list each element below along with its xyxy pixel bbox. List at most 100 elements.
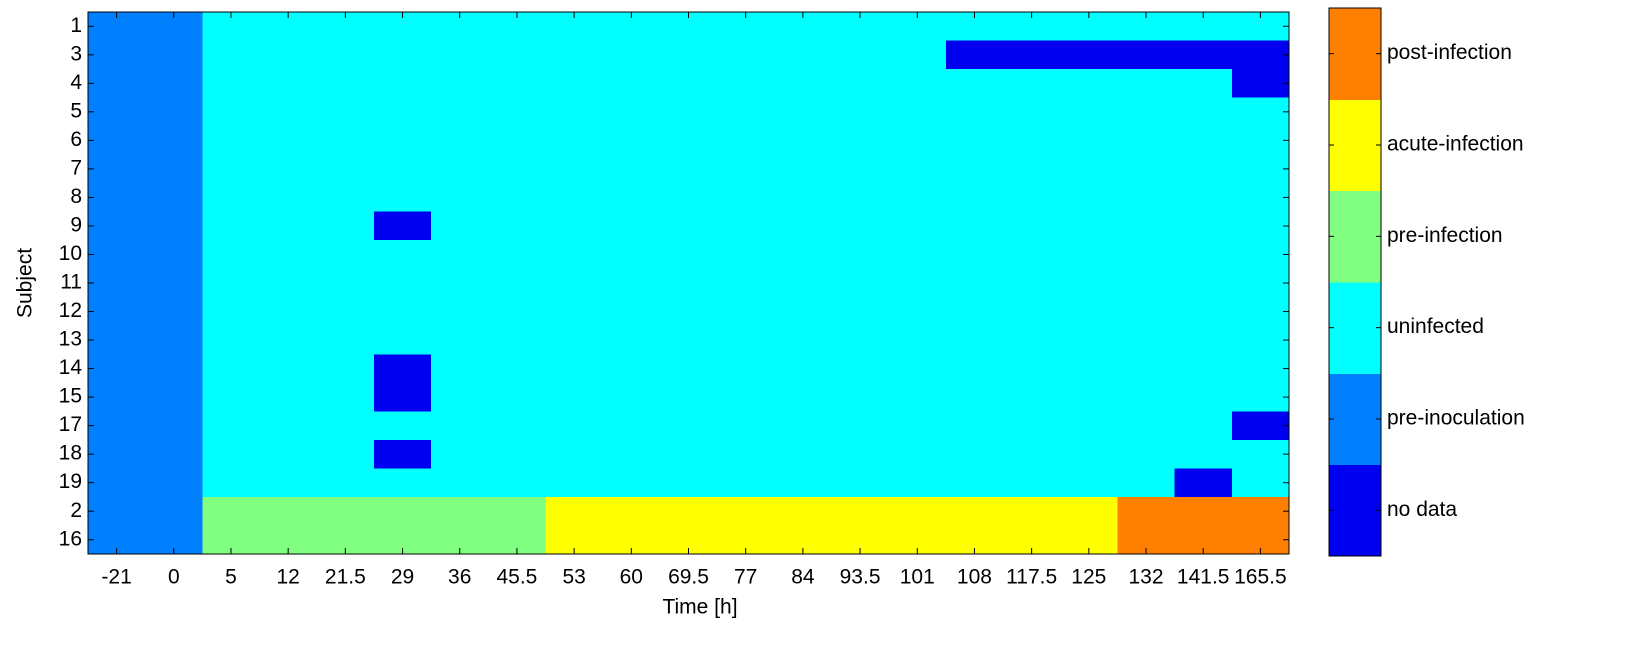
heatmap-cell bbox=[488, 354, 547, 384]
x-tick-label: 60 bbox=[620, 566, 643, 589]
heatmap-cell bbox=[88, 325, 146, 355]
heatmap-cell bbox=[831, 439, 890, 469]
heatmap-cell bbox=[145, 411, 203, 441]
heatmap-cell bbox=[602, 211, 661, 241]
heatmap-cell bbox=[1117, 69, 1176, 99]
heatmap-cell bbox=[259, 439, 318, 469]
heatmap-cell bbox=[488, 325, 547, 355]
heatmap-cell bbox=[545, 325, 604, 355]
heatmap-cell bbox=[1060, 69, 1118, 99]
heatmap-cell bbox=[488, 183, 547, 213]
heatmap-cell bbox=[259, 382, 318, 412]
heatmap-cell bbox=[1060, 297, 1118, 327]
heatmap-cell bbox=[774, 411, 832, 441]
heatmap-cell bbox=[1003, 411, 1061, 441]
heatmap-cell bbox=[316, 211, 375, 241]
heatmap-cell bbox=[145, 154, 203, 184]
heatmap-cell bbox=[888, 183, 947, 213]
heatmap-cell bbox=[259, 97, 318, 127]
heatmap-cell bbox=[831, 468, 890, 498]
heatmap-cell bbox=[1003, 211, 1061, 241]
heatmap-cell bbox=[88, 354, 146, 384]
heatmap-cell bbox=[88, 240, 146, 270]
heatmap-cell bbox=[488, 154, 547, 184]
heatmap-cell bbox=[145, 126, 203, 156]
heatmap-cell bbox=[545, 211, 604, 241]
heatmap-cell bbox=[774, 439, 832, 469]
heatmap-cell bbox=[1117, 183, 1176, 213]
heatmap-cell bbox=[1060, 126, 1118, 156]
heatmap-cell bbox=[659, 183, 718, 213]
heatmap-cell bbox=[488, 496, 547, 526]
heatmap-cell bbox=[431, 411, 489, 441]
y-tick-label: 17 bbox=[59, 413, 82, 436]
heatmap-cell bbox=[831, 97, 890, 127]
heatmap-cell bbox=[831, 325, 890, 355]
heatmap-cell bbox=[1174, 40, 1233, 70]
heatmap-cell bbox=[202, 211, 261, 241]
heatmap-cell bbox=[1003, 69, 1061, 99]
heatmap-cell bbox=[888, 297, 947, 327]
heatmap-cell bbox=[431, 382, 489, 412]
y-tick-label: 4 bbox=[70, 71, 82, 94]
heatmap-cell bbox=[88, 411, 146, 441]
heatmap-cell bbox=[945, 211, 1004, 241]
heatmap-cell bbox=[774, 183, 832, 213]
heatmap-cell bbox=[259, 411, 318, 441]
heatmap-cell bbox=[1060, 354, 1118, 384]
heatmap-cell bbox=[88, 468, 146, 498]
heatmap-cell bbox=[1003, 154, 1061, 184]
heatmap-cell bbox=[202, 496, 261, 526]
heatmap-cell bbox=[202, 183, 261, 213]
colorbar-swatch bbox=[1329, 8, 1381, 100]
heatmap-cell bbox=[1003, 297, 1061, 327]
heatmap-cell bbox=[831, 496, 890, 526]
heatmap-cell bbox=[488, 268, 547, 298]
colorbar-label: pre-infection bbox=[1387, 224, 1503, 247]
heatmap-cell bbox=[659, 354, 718, 384]
heatmap-cell bbox=[545, 126, 604, 156]
y-tick-label: 18 bbox=[59, 442, 82, 465]
heatmap-cell bbox=[1231, 382, 1290, 412]
heatmap-cell bbox=[1117, 411, 1176, 441]
heatmap-cell bbox=[1231, 297, 1290, 327]
heatmap-cell bbox=[602, 97, 661, 127]
heatmap-cell bbox=[1003, 183, 1061, 213]
heatmap-cell bbox=[373, 354, 432, 384]
heatmap-cell bbox=[259, 69, 318, 99]
heatmap-cell bbox=[1117, 382, 1176, 412]
x-tick-label: 125 bbox=[1071, 566, 1106, 589]
heatmap-cell bbox=[373, 439, 432, 469]
heatmap-cell bbox=[1117, 40, 1176, 70]
heatmap-cell bbox=[259, 354, 318, 384]
heatmap-cell bbox=[1060, 154, 1118, 184]
heatmap-cell bbox=[831, 297, 890, 327]
x-tick-label: 45.5 bbox=[496, 566, 537, 589]
heatmap-cell bbox=[831, 240, 890, 270]
heatmap-cell bbox=[88, 126, 146, 156]
heatmap-cell bbox=[831, 268, 890, 298]
heatmap-cell bbox=[145, 268, 203, 298]
heatmap-cell bbox=[316, 354, 375, 384]
y-tick-label: 1 bbox=[70, 14, 82, 37]
heatmap-cell bbox=[1003, 354, 1061, 384]
heatmap-cell bbox=[88, 154, 146, 184]
heatmap-cell bbox=[1174, 411, 1233, 441]
heatmap-cell bbox=[774, 211, 832, 241]
x-tick-label: 165.5 bbox=[1234, 566, 1287, 589]
colorbar-frame bbox=[1328, 7, 1382, 557]
heatmap-cell bbox=[659, 126, 718, 156]
heatmap-cell bbox=[1174, 382, 1233, 412]
x-tick-label: 29 bbox=[391, 566, 414, 589]
heatmap-cell bbox=[202, 97, 261, 127]
heatmap-cell bbox=[659, 154, 718, 184]
heatmap-cell bbox=[888, 97, 947, 127]
heatmap-cell bbox=[145, 240, 203, 270]
heatmap-cell bbox=[945, 183, 1004, 213]
heatmap-cell bbox=[774, 40, 832, 70]
heatmap-cell bbox=[1174, 268, 1233, 298]
heatmap-cell bbox=[1003, 240, 1061, 270]
heatmap-cell bbox=[1003, 126, 1061, 156]
heatmap-cell bbox=[717, 183, 775, 213]
